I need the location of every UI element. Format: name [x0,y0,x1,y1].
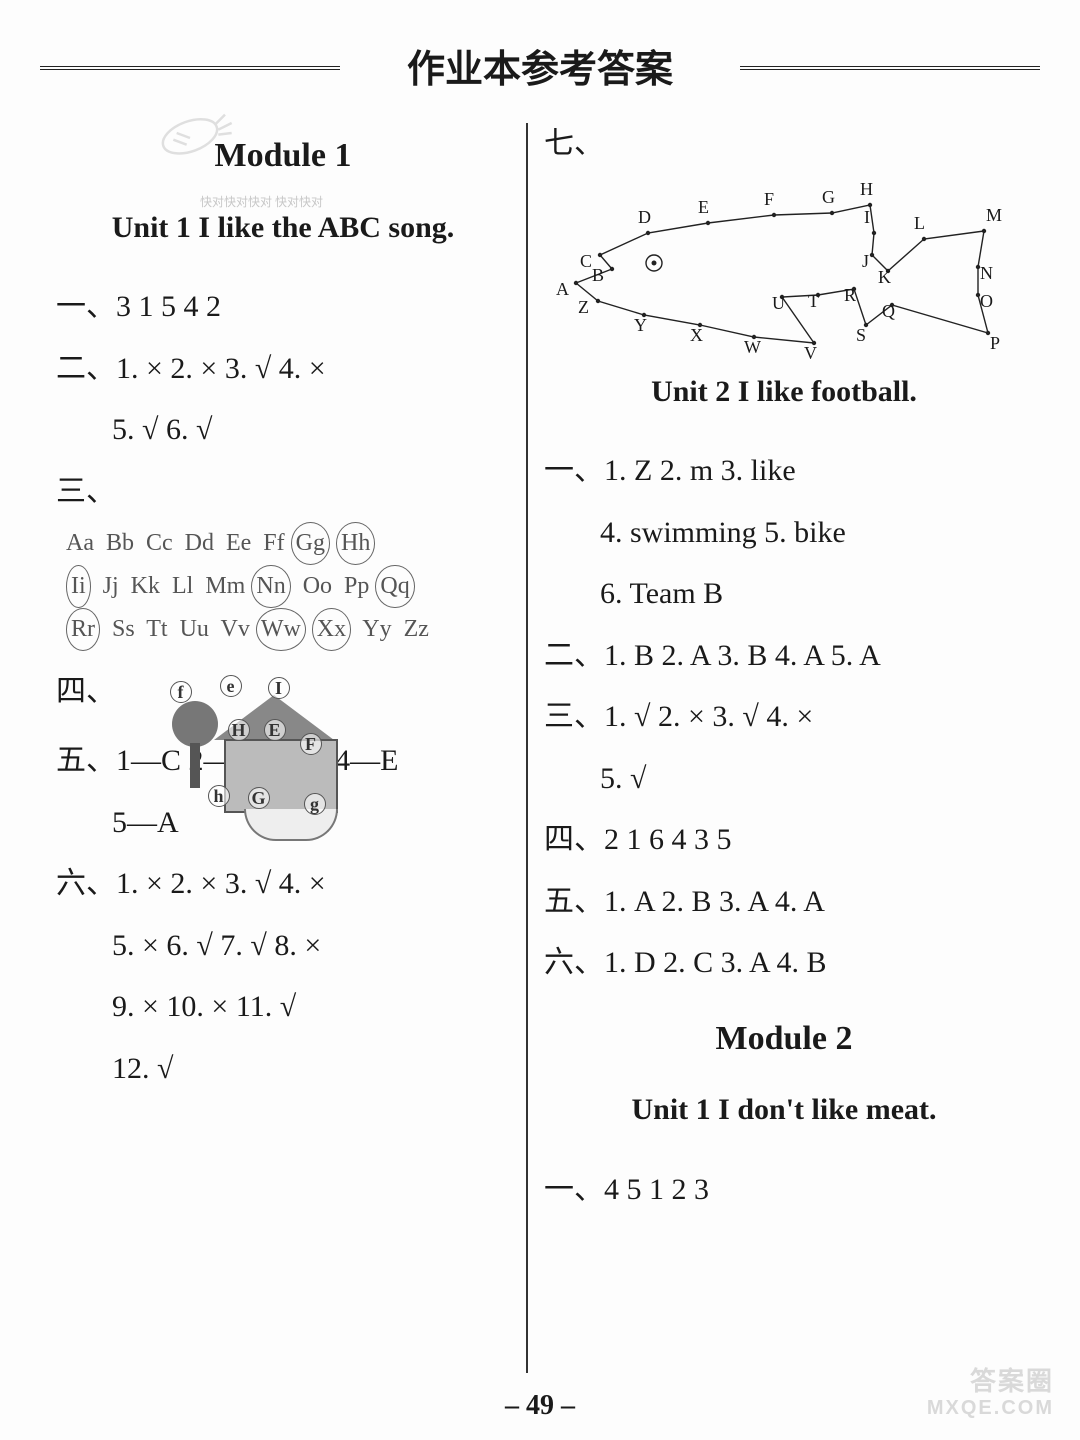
answer-line: 9. × 10. × 11. √ [56,976,510,1038]
answer-line: 5. × 6. √ 7. √ 8. × [56,915,510,977]
fish-dot-label: C [580,243,592,280]
fish-dot-label: P [990,325,1000,362]
section-label: 三、 [56,461,510,523]
fish-dot-label: M [986,197,1002,234]
fish-dot-label: Z [578,289,589,326]
answer-line: 12. √ [56,1038,510,1100]
left-column: Module 1 Unit 1 I like the ABC song. 一、3… [40,113,526,1373]
answer-line: 二、1. B 2. A 3. B 4. A 5. A [544,625,1024,687]
answer-line: 一、4 5 1 2 3 [544,1159,1024,1221]
fish-dot-label: U [772,285,785,322]
fish-dot-label: O [980,283,993,320]
answer-line: 五、1. A 2. B 3. A 4. A [544,871,1024,933]
alphabet-row: Aa Bb Cc Dd Ee Ff Gg Hh [66,522,510,565]
answer-line: 4. swimming 5. bike [544,502,1024,564]
fish-dot-label: G [822,179,835,216]
fish-dot-label: W [744,329,761,366]
fish-connect-dots: AZBCDEFGHIJKLMNOPQSRTUVWXY [564,175,1024,355]
section-label: 四、 f e I H E F h G g [56,661,510,723]
alphabet-row: Ii Jj Kk Ll Mm Nn Oo Pp Qq [66,565,510,608]
fish-dot-label: F [764,181,774,218]
answer-line: 5. √ 6. √ [56,399,510,461]
answer-line: 六、1. D 2. C 3. A 4. B [544,932,1024,994]
fish-dot-label: E [698,189,709,226]
fish-dot-label: B [592,257,604,294]
answer-line: 四、2 1 6 4 3 5 [544,809,1024,871]
fish-dot-label: A [556,271,569,308]
fish-dot-label: K [878,259,891,296]
fish-dot-label: X [690,317,703,354]
alphabet-block: Aa Bb Cc Dd Ee Ff Gg Hh Ii Jj Kk Ll Mm N… [56,522,510,650]
answer-line: 5. √ [544,748,1024,810]
page-title: 作业本参考答案 [389,38,691,93]
m2-unit-1-heading: Unit 1 I don't like meat. [544,1079,1024,1141]
title-bar: 作业本参考答案 [40,38,1040,93]
page: 快对快对快对 快对快对 作业本参考答案 Module 1 Unit 1 I li… [0,0,1080,1440]
house-figure: f e I H E F h G g [124,661,164,723]
section-label: 七、 [544,113,1024,175]
answer-line: 一、3 1 5 4 2 [56,276,510,338]
q7-label: 七、 [544,127,604,160]
fish-dot-label: L [914,205,925,242]
fish-dot-label: V [804,335,817,372]
fish-dot-label: D [638,199,651,236]
fish-dot-label: S [856,317,866,354]
tiny-watermark: 快对快对快对 快对快对 [200,196,323,209]
answer-line: 一、1. Z 2. m 3. like [544,440,1024,502]
module-1-heading: Module 1 [56,121,510,191]
fish-dot-label: T [808,283,819,320]
fish-dot-label: I [864,199,870,236]
columns: Module 1 Unit 1 I like the ABC song. 一、3… [40,113,1040,1373]
right-column: 七、 AZBCDEFGHIJKLMNOPQSRTUVWXY Unit 2 I l… [528,113,1040,1373]
unit-2-heading: Unit 2 I like football. [544,361,1024,423]
answer-line: 6. Team B [544,563,1024,625]
answer-line: 六、1. × 2. × 3. √ 4. × [56,853,510,915]
alphabet-row: Rr Ss Tt Uu Vv Ww Xx Yy Zz [66,608,510,651]
fish-dot-label: J [862,243,869,280]
module-2-heading: Module 2 [544,1004,1024,1074]
q4-label: 四、 [56,675,116,708]
answer-line: 三、1. √ 2. × 3. √ 4. × [544,686,1024,748]
fish-dot-label: R [844,277,856,314]
answer-line: 二、1. × 2. × 3. √ 4. × [56,338,510,400]
fish-dot-label: Q [882,293,895,330]
page-number: – 49 – [0,1390,1080,1422]
carrot-watermark-icon [150,108,240,158]
fish-dot-label: Y [634,307,647,344]
